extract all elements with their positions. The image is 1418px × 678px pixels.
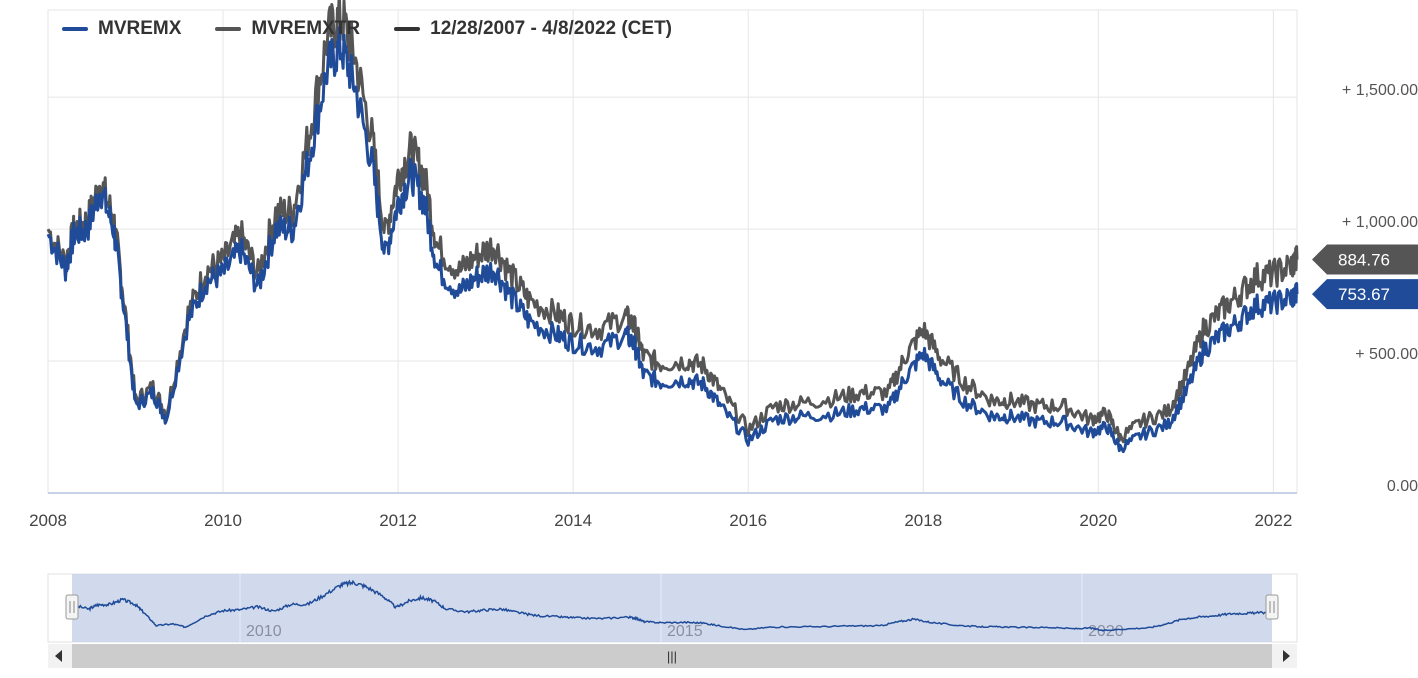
legend-swatch-range — [394, 27, 421, 31]
legend-label-mvremxtr: MVREMXTR — [251, 18, 361, 39]
legend-label-mvremx: MVREMX — [98, 18, 182, 39]
legend-label-range: 12/28/2007 - 4/8/2022 (CET) — [430, 18, 673, 39]
legend: MVREMX MVREMXTR 12/28/2007 - 4/8/2022 (C… — [62, 18, 672, 40]
x-tick-label: 2018 — [904, 511, 942, 530]
y-tick-label: + 1,500.00 — [1342, 82, 1418, 99]
navigator-label: 2010 — [246, 623, 282, 640]
navigator-label: 2020 — [1088, 623, 1124, 640]
navigator-selection[interactable] — [72, 574, 1272, 642]
legend-item-mvremx[interactable]: MVREMX — [62, 18, 181, 40]
x-tick-label: 2020 — [1079, 511, 1117, 530]
mvremxtr-last-flag — [1312, 244, 1418, 275]
series-line-mvremx — [46, 26, 1299, 454]
x-tick-label: 2010 — [204, 511, 242, 530]
navigator-label: 2015 — [667, 623, 703, 640]
scroll-left-icon[interactable] — [55, 650, 62, 662]
scroll-right-icon[interactable] — [1283, 650, 1290, 662]
y-tick-label: 0.00 — [1387, 478, 1418, 495]
x-tick-label: 2016 — [729, 511, 767, 530]
navigator-handle-right[interactable] — [1265, 594, 1279, 620]
legend-item-mvremxtr[interactable]: MVREMXTR — [215, 18, 360, 40]
x-tick-label: 2022 — [1254, 511, 1292, 530]
scrollbar-thumb[interactable] — [72, 644, 1272, 668]
legend-swatch-mvremx — [62, 27, 88, 31]
scrollbar-grip-icon: ||| — [667, 649, 677, 664]
mvremx-last-value: 753.67 — [1338, 285, 1390, 304]
legend-item-range[interactable]: 12/28/2007 - 4/8/2022 (CET) — [394, 18, 672, 40]
series-line-mvremxtr — [46, 0, 1299, 444]
y-tick-label: + 500.00 — [1355, 346, 1418, 363]
navigator-handle-left[interactable] — [65, 594, 79, 620]
mvremx-last-flag — [1312, 279, 1418, 310]
x-tick-label: 2008 — [29, 511, 67, 530]
y-tick-label: + 1,000.00 — [1342, 214, 1418, 231]
x-tick-label: 2014 — [554, 511, 592, 530]
mvremxtr-last-value: 884.76 — [1338, 250, 1390, 269]
navigator-series-line — [71, 579, 1274, 632]
legend-swatch-mvremxtr — [215, 27, 242, 31]
x-tick-label: 2012 — [379, 511, 417, 530]
